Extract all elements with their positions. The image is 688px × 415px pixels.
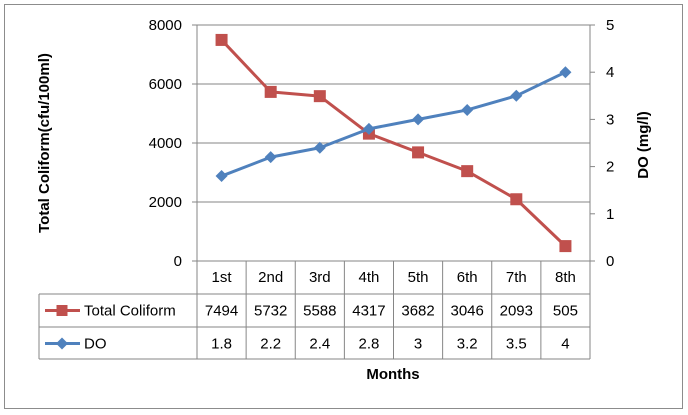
legend-label: Total Coliform (84, 303, 176, 320)
x-tick-label: 8th (555, 269, 576, 286)
y-left-tick-label: 2000 (149, 194, 182, 211)
series-line (221, 70, 567, 178)
data-point (412, 113, 425, 126)
data-point (461, 103, 474, 116)
table-cell-value: 2.8 (359, 336, 380, 353)
legend-marker (56, 305, 68, 316)
table-cell-value: 2.2 (260, 336, 281, 353)
y-right-tick-label: 4 (606, 64, 614, 81)
legend-label: DO (84, 336, 107, 353)
table-cell-value: 3682 (401, 303, 434, 320)
data-point (215, 170, 228, 183)
axes: 0 2000 4000 6000 8000 0 1 2 3 4 5 (149, 17, 615, 270)
y-right-tick-label: 1 (606, 206, 614, 223)
x-tick-label: 3rd (309, 269, 331, 286)
x-tick-label: 4th (359, 269, 380, 286)
data-point (313, 141, 326, 154)
table-cell-value: 7494 (205, 303, 238, 320)
x-tick-label: 6th (457, 269, 478, 286)
table-cell-value: 2.4 (309, 336, 330, 353)
data-table: 1st 2nd 3rd 4th 5th 6th 7th 8th Total Coliform 74… (38, 261, 591, 360)
data-point (510, 193, 523, 206)
table-cell-value: 4 (561, 336, 569, 353)
y-left-tick-label: 4000 (149, 135, 182, 152)
y-right-tick-label: 2 (606, 159, 614, 176)
table-cell-value: 3046 (451, 303, 484, 320)
data-point (510, 89, 523, 102)
x-tick-label: 5th (408, 269, 429, 286)
y-right-tick-label: 5 (606, 17, 614, 34)
data-point (313, 90, 326, 103)
table-cell-value: 5588 (303, 303, 336, 320)
table-cell-value: 505 (553, 303, 578, 320)
y-right-axis-title: DO (mg/l) (635, 111, 652, 179)
y-left-tick-label: 8000 (149, 17, 182, 34)
table-cell-value: 3.2 (457, 336, 478, 353)
y-right-tick-label: 3 (606, 111, 614, 128)
x-tick-label: 7th (506, 269, 527, 286)
table-cell-value: 2093 (500, 303, 533, 320)
legend-marker (56, 337, 68, 350)
data-point (559, 66, 572, 79)
gridlines (197, 24, 590, 262)
y-right-tick-label: 0 (606, 253, 614, 270)
y-left-tick-label: 6000 (149, 76, 182, 93)
table-cell-value: 1.8 (211, 336, 232, 353)
y-left-tick-label: 0 (174, 253, 182, 270)
data-point (412, 146, 425, 159)
table-cell-value: 3.5 (506, 336, 527, 353)
y-left-axis-title: Total Coliform(cfu/100ml) (36, 53, 53, 233)
data-point (264, 151, 277, 164)
x-tick-label: 2nd (258, 269, 283, 286)
table-cell-value: 4317 (352, 303, 385, 320)
x-tick-label: 1st (212, 269, 233, 286)
data-point (362, 122, 375, 135)
data-point (559, 240, 572, 253)
data-point (215, 33, 228, 46)
series (215, 33, 572, 253)
data-point (264, 85, 277, 98)
series-line (220, 38, 567, 248)
table-cell-value: 5732 (254, 303, 287, 320)
data-point (461, 165, 474, 178)
x-axis-title: Months (366, 366, 419, 383)
table-cell-value: 3 (414, 336, 422, 353)
